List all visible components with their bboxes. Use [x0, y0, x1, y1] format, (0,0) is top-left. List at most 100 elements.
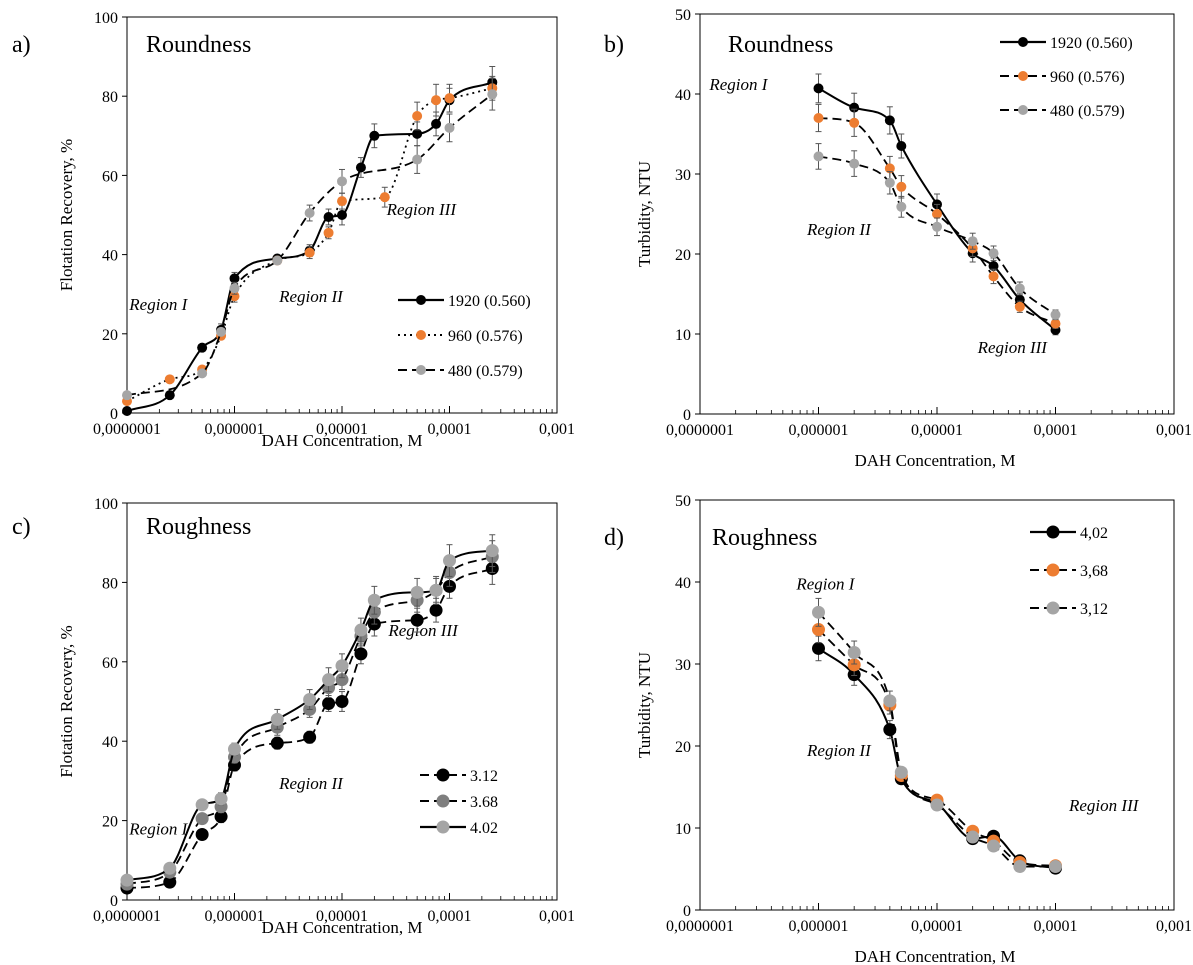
region-annotation: Region III	[387, 621, 459, 640]
panel-label: b)	[604, 32, 624, 58]
x-tick-label: 0,00001	[316, 421, 368, 438]
data-point	[813, 83, 824, 94]
legend-label: 960 (0.576)	[448, 328, 523, 345]
y-tick-label: 40	[675, 87, 691, 104]
data-point	[847, 646, 861, 660]
data-point	[967, 236, 978, 247]
data-point	[487, 89, 498, 100]
y-tick-label: 100	[94, 496, 118, 513]
data-point	[335, 673, 349, 687]
legend-entry: 4.02	[420, 820, 498, 837]
data-point	[410, 585, 424, 599]
x-tick-label: 0,0001	[428, 421, 472, 438]
data-point	[896, 181, 907, 192]
chart-title: Roughness	[146, 514, 251, 540]
data-point	[894, 765, 908, 779]
legend-marker	[1046, 601, 1060, 615]
legend-entry: 3.12	[420, 768, 498, 785]
chart-c: 0,0000001 0,000001 0,00001 0,0001 0,001 0 20 40…	[12, 496, 575, 937]
data-point	[932, 209, 942, 219]
y-axis-label: Flotation Recovery, %	[57, 139, 76, 291]
x-tick-label: 0,00001	[911, 422, 963, 439]
data-point	[164, 390, 175, 401]
y-tick-label: 0	[683, 903, 691, 920]
data-point	[431, 118, 442, 129]
data-point	[444, 122, 455, 133]
x-axis-label: DAH Concentration, M	[261, 918, 422, 937]
y-tick-label: 40	[675, 575, 691, 592]
legend-marker	[1046, 563, 1060, 577]
y-axis-label: Turbidity, NTU	[635, 161, 654, 267]
x-axis-label: DAH Concentration, M	[854, 947, 1015, 965]
legend-entry: 1920 (0.560)	[1000, 35, 1133, 52]
data-point	[896, 201, 907, 212]
region-annotation: Region II	[806, 220, 872, 239]
data-point	[443, 554, 456, 568]
x-tick-label: 0,000001	[205, 421, 265, 438]
chart-a: 0,0000001 0,000001 0,00001 0,0001 0,001 0 20 40…	[12, 10, 575, 450]
data-point	[988, 248, 999, 259]
data-point	[930, 798, 944, 812]
x-tick-label: 0,000001	[205, 908, 265, 925]
x-tick-label: 0,001	[539, 908, 575, 925]
y-tick-label: 0	[110, 406, 118, 423]
x-tick-label: 0,0001	[1034, 918, 1078, 935]
series-0	[120, 552, 499, 895]
x-tick-label: 0,0000001	[666, 918, 734, 935]
x-tick-label: 0,0000001	[93, 908, 161, 925]
data-point	[337, 210, 347, 220]
data-point	[1049, 860, 1062, 874]
data-point	[355, 162, 366, 173]
series-line	[817, 628, 1056, 867]
data-point	[272, 255, 283, 266]
data-point	[379, 192, 390, 203]
chart-d: 0,0000001 0,000001 0,00001 0,0001 0,001 0 10 20…	[604, 493, 1192, 965]
data-point	[335, 659, 349, 673]
plot-frame	[699, 499, 1175, 911]
data-point	[884, 177, 895, 188]
y-tick-label: 20	[102, 327, 118, 344]
legend-label: 3,68	[1080, 563, 1108, 580]
y-axis-label: Turbidity, NTU	[635, 652, 654, 758]
panel-label: c)	[12, 514, 31, 540]
data-point	[813, 151, 824, 162]
data-point	[883, 694, 897, 708]
legend-label: 480 (0.579)	[1050, 103, 1125, 120]
y-tick-label: 0	[683, 407, 691, 424]
data-point	[988, 271, 999, 282]
data-point	[987, 839, 1001, 853]
legend-label: 3,12	[1080, 601, 1108, 618]
data-point	[323, 227, 334, 238]
legend-label: 4,02	[1080, 525, 1108, 542]
region-annotation: Region III	[1068, 796, 1140, 815]
data-point	[932, 221, 942, 232]
data-point	[120, 873, 134, 887]
data-point	[197, 342, 208, 353]
data-point	[847, 658, 861, 672]
x-tick-label: 0,001	[539, 421, 575, 438]
panel-label: a)	[12, 32, 31, 58]
legend-entry: 3,12	[1030, 601, 1108, 618]
data-point	[322, 696, 336, 710]
x-axis-label: DAH Concentration, M	[854, 451, 1015, 470]
legend-entry: 4,02	[1030, 525, 1108, 542]
legend-marker	[416, 295, 426, 305]
data-point	[270, 712, 284, 726]
data-point	[1050, 309, 1061, 320]
x-tick-label: 0,001	[1156, 918, 1192, 935]
region-annotation: Region I	[128, 295, 188, 314]
y-tick-label: 40	[102, 734, 118, 751]
data-point	[122, 390, 132, 401]
data-point	[195, 812, 209, 826]
series-2	[120, 534, 499, 887]
chart-b: 0,0000001 0,000001 0,00001 0,0001 0,001 0 10 20…	[604, 7, 1192, 470]
data-point	[195, 798, 209, 812]
region-annotation: Region I	[128, 819, 188, 838]
data-point	[303, 693, 317, 707]
series-2	[122, 77, 498, 401]
region-annotation: Region III	[386, 200, 458, 219]
data-point	[988, 261, 999, 271]
data-point	[849, 102, 860, 113]
data-point	[412, 111, 423, 121]
